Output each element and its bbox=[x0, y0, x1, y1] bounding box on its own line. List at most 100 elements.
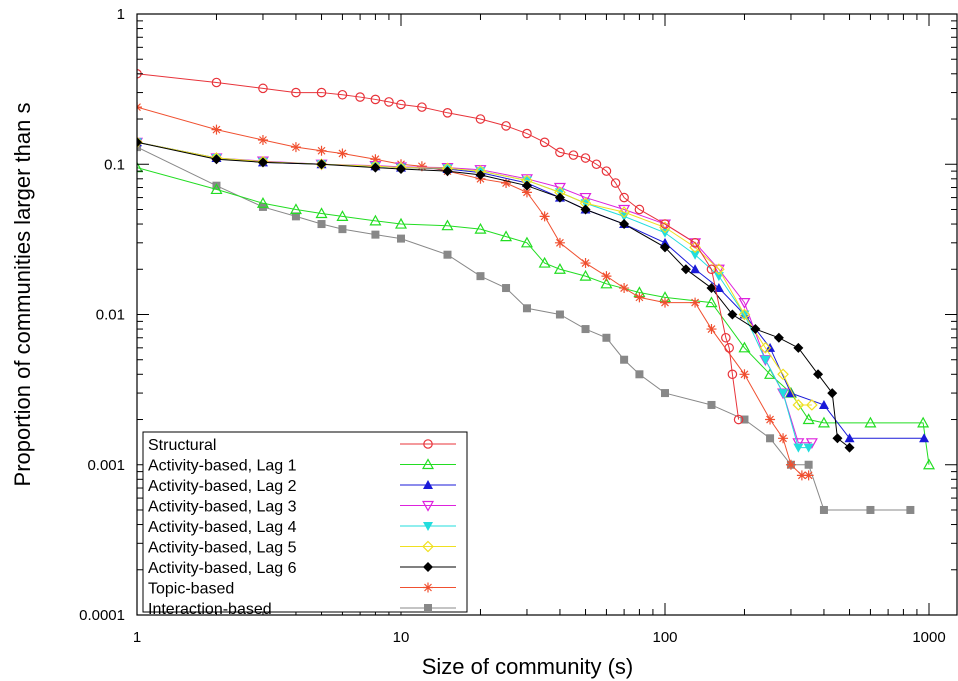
legend-item-topic-based: Topic-based bbox=[148, 581, 456, 598]
data-point-interaction-based bbox=[581, 325, 590, 334]
data-point-structural bbox=[417, 102, 427, 112]
data-point-topic-based bbox=[706, 324, 717, 335]
legend-label: Interaction-based bbox=[148, 601, 272, 618]
legend-box bbox=[142, 431, 468, 613]
legend-item-interaction-based: Interaction-based bbox=[148, 601, 456, 618]
data-point-structural bbox=[291, 87, 301, 98]
data-point-structural bbox=[555, 147, 565, 158]
data-point-topic-based bbox=[416, 161, 427, 172]
data-point-interaction-based bbox=[661, 389, 669, 398]
data-point-activity-based-lag-6 bbox=[580, 204, 591, 215]
data-point-interaction-based bbox=[602, 333, 611, 342]
data-point-structural bbox=[727, 369, 738, 380]
data-point-activity-based-lag-1 bbox=[802, 413, 815, 425]
data-point-activity-based-lag-1 bbox=[474, 222, 487, 234]
data-point-activity-based-lag-1 bbox=[579, 269, 592, 281]
data-point-interaction-based bbox=[338, 225, 347, 234]
data-point-activity-based-lag-6 bbox=[844, 442, 855, 453]
data-point-structural bbox=[591, 159, 602, 170]
series-layer bbox=[137, 68, 936, 514]
data-point-structural bbox=[690, 238, 700, 248]
data-point-topic-based bbox=[619, 283, 630, 294]
data-point-structural bbox=[522, 128, 532, 139]
data-point-activity-based-lag-1 bbox=[738, 341, 751, 353]
data-point-topic-based bbox=[796, 470, 807, 481]
y-tick-label: 0.001 bbox=[87, 457, 125, 474]
data-point-topic-based bbox=[785, 459, 796, 470]
data-point-activity-based-lag-6 bbox=[521, 180, 532, 191]
y-tick-label: 0.1 bbox=[104, 156, 125, 173]
legend-label: Topic-based bbox=[148, 581, 234, 598]
legend-label: Activity-based, Lag 3 bbox=[148, 499, 297, 516]
data-point-structural bbox=[724, 343, 734, 353]
data-point-activity-based-lag-1 bbox=[922, 458, 936, 470]
data-point-activity-based-lag-5 bbox=[738, 308, 751, 321]
data-point-activity-based-lag-1 bbox=[315, 207, 328, 219]
data-point-topic-based bbox=[521, 187, 532, 198]
data-point-structural bbox=[733, 414, 744, 425]
data-point-topic-based bbox=[211, 124, 222, 135]
data-point-activity-based-lag-6 bbox=[475, 169, 486, 180]
legend-item-activity-based-lag-5: Activity-based, Lag 5 bbox=[148, 540, 456, 557]
data-point-structural bbox=[475, 114, 486, 124]
data-point-activity-based-lag-1 bbox=[553, 263, 566, 274]
data-point-activity-based-lag-4 bbox=[760, 355, 771, 365]
data-point-activity-based-lag-6 bbox=[619, 219, 630, 230]
data-point-interaction-based bbox=[371, 230, 380, 239]
x-axis-title: Size of community (s) bbox=[422, 654, 634, 679]
legend-marker bbox=[423, 480, 433, 489]
data-point-structural bbox=[211, 77, 222, 88]
legend-marker bbox=[423, 582, 433, 593]
legend-label: Activity-based, Lag 4 bbox=[148, 519, 297, 536]
legend-item-activity-based-lag-3: Activity-based, Lag 3 bbox=[148, 499, 456, 516]
data-point-topic-based bbox=[634, 292, 645, 303]
y-tick-label: 1 bbox=[117, 6, 125, 23]
data-point-activity-based-lag-2 bbox=[919, 433, 930, 443]
series-line-structural bbox=[137, 73, 740, 420]
data-point-activity-based-lag-5 bbox=[618, 206, 630, 218]
data-point-interaction-based bbox=[212, 181, 221, 190]
data-point-topic-based bbox=[660, 297, 670, 308]
data-point-topic-based bbox=[370, 154, 381, 165]
legend-item-structural: Structural bbox=[148, 437, 456, 454]
data-point-activity-based-lag-1 bbox=[538, 256, 551, 268]
data-point-activity-based-lag-2 bbox=[690, 264, 701, 274]
data-point-activity-based-lag-1 bbox=[256, 197, 269, 208]
data-point-structural bbox=[721, 332, 731, 343]
data-point-topic-based bbox=[316, 145, 327, 156]
data-point-activity-based-lag-6 bbox=[680, 264, 691, 275]
data-point-activity-based-lag-6 bbox=[750, 324, 761, 335]
data-point-activity-based-lag-3 bbox=[579, 192, 592, 204]
data-point-activity-based-lag-3 bbox=[712, 264, 725, 276]
data-point-activity-based-lag-1 bbox=[600, 277, 613, 289]
data-point-activity-based-lag-1 bbox=[394, 217, 408, 229]
data-point-structural bbox=[619, 192, 629, 203]
data-point-topic-based bbox=[554, 237, 565, 248]
data-point-activity-based-lag-1 bbox=[705, 296, 718, 308]
data-point-interaction-based bbox=[443, 250, 452, 259]
data-point-interaction-based bbox=[906, 505, 915, 514]
data-point-activity-based-lag-6 bbox=[554, 192, 565, 203]
data-point-activity-based-lag-1 bbox=[864, 416, 877, 428]
data-point-activity-based-lag-1 bbox=[441, 219, 454, 231]
data-point-activity-based-lag-6 bbox=[316, 159, 327, 170]
data-point-topic-based bbox=[580, 258, 591, 269]
series-line-activity-based-lag-6 bbox=[137, 141, 850, 449]
axis-ticks: 1 10 100 1000 0.0001 0.001 0.01 0.1 1 bbox=[79, 6, 957, 646]
data-point-structural bbox=[355, 92, 365, 102]
x-tick-label: 1000 bbox=[912, 629, 945, 646]
data-point-structural bbox=[396, 99, 406, 110]
data-point-activity-based-lag-2 bbox=[660, 237, 670, 247]
data-point-activity-based-lag-2 bbox=[818, 399, 829, 409]
data-point-interaction-based bbox=[804, 460, 813, 469]
legend-label: Activity-based, Lag 2 bbox=[148, 478, 297, 495]
data-point-structural bbox=[660, 219, 670, 229]
data-point-topic-based bbox=[778, 433, 789, 444]
series-line-activity-based-lag-3 bbox=[137, 141, 812, 444]
series-line-activity-based-lag-1 bbox=[137, 167, 930, 465]
data-point-activity-based-lag-5 bbox=[792, 399, 805, 411]
data-point-interaction-based bbox=[707, 400, 716, 409]
data-point-topic-based bbox=[765, 414, 776, 425]
data-point-structural bbox=[580, 153, 591, 163]
data-point-interaction-based bbox=[502, 284, 511, 293]
